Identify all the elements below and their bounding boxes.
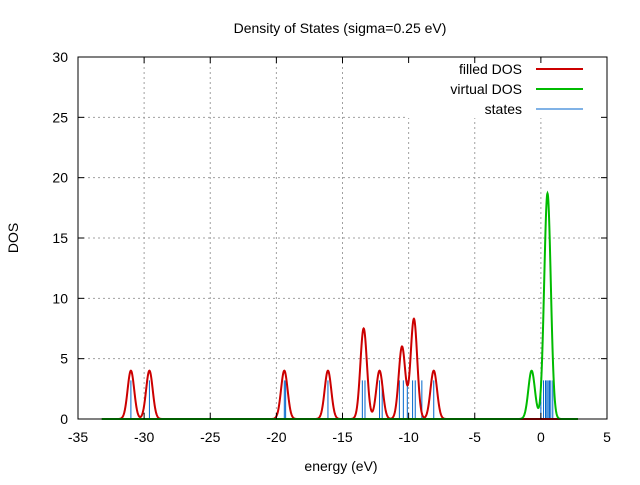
y-tick-label: 10 — [52, 290, 68, 306]
y-axis-title: DOS — [5, 223, 21, 253]
x-tick-label: 5 — [603, 429, 611, 445]
y-tick-label: 15 — [52, 230, 68, 246]
axis-ticks: -35 -30 -25 -20 -15 -10 -5 0 5 0 5 10 15 20 25 30 — [52, 49, 611, 445]
x-tick-label: -5 — [469, 429, 482, 445]
legend-label-states: states — [485, 101, 522, 117]
x-tick-label: -30 — [134, 429, 154, 445]
x-axis-title: energy (eV) — [304, 458, 377, 474]
x-tick-label: -25 — [200, 429, 220, 445]
y-tick-label: 25 — [52, 109, 68, 125]
legend-label-virtual-dos: virtual DOS — [450, 81, 522, 97]
x-tick-label: -15 — [332, 429, 352, 445]
x-tick-label: -10 — [399, 429, 419, 445]
chart-title: Density of States (sigma=0.25 eV) — [234, 20, 447, 36]
y-tick-label: 0 — [60, 411, 68, 427]
y-tick-label: 5 — [60, 351, 68, 367]
x-tick-label: -20 — [266, 429, 286, 445]
legend-label-filled-dos: filled DOS — [459, 61, 522, 77]
x-tick-label: -35 — [68, 429, 88, 445]
y-tick-label: 30 — [52, 49, 68, 65]
legend: filled DOS virtual DOS states — [450, 61, 583, 117]
y-tick-label: 20 — [52, 170, 68, 186]
x-tick-label: 0 — [537, 429, 545, 445]
